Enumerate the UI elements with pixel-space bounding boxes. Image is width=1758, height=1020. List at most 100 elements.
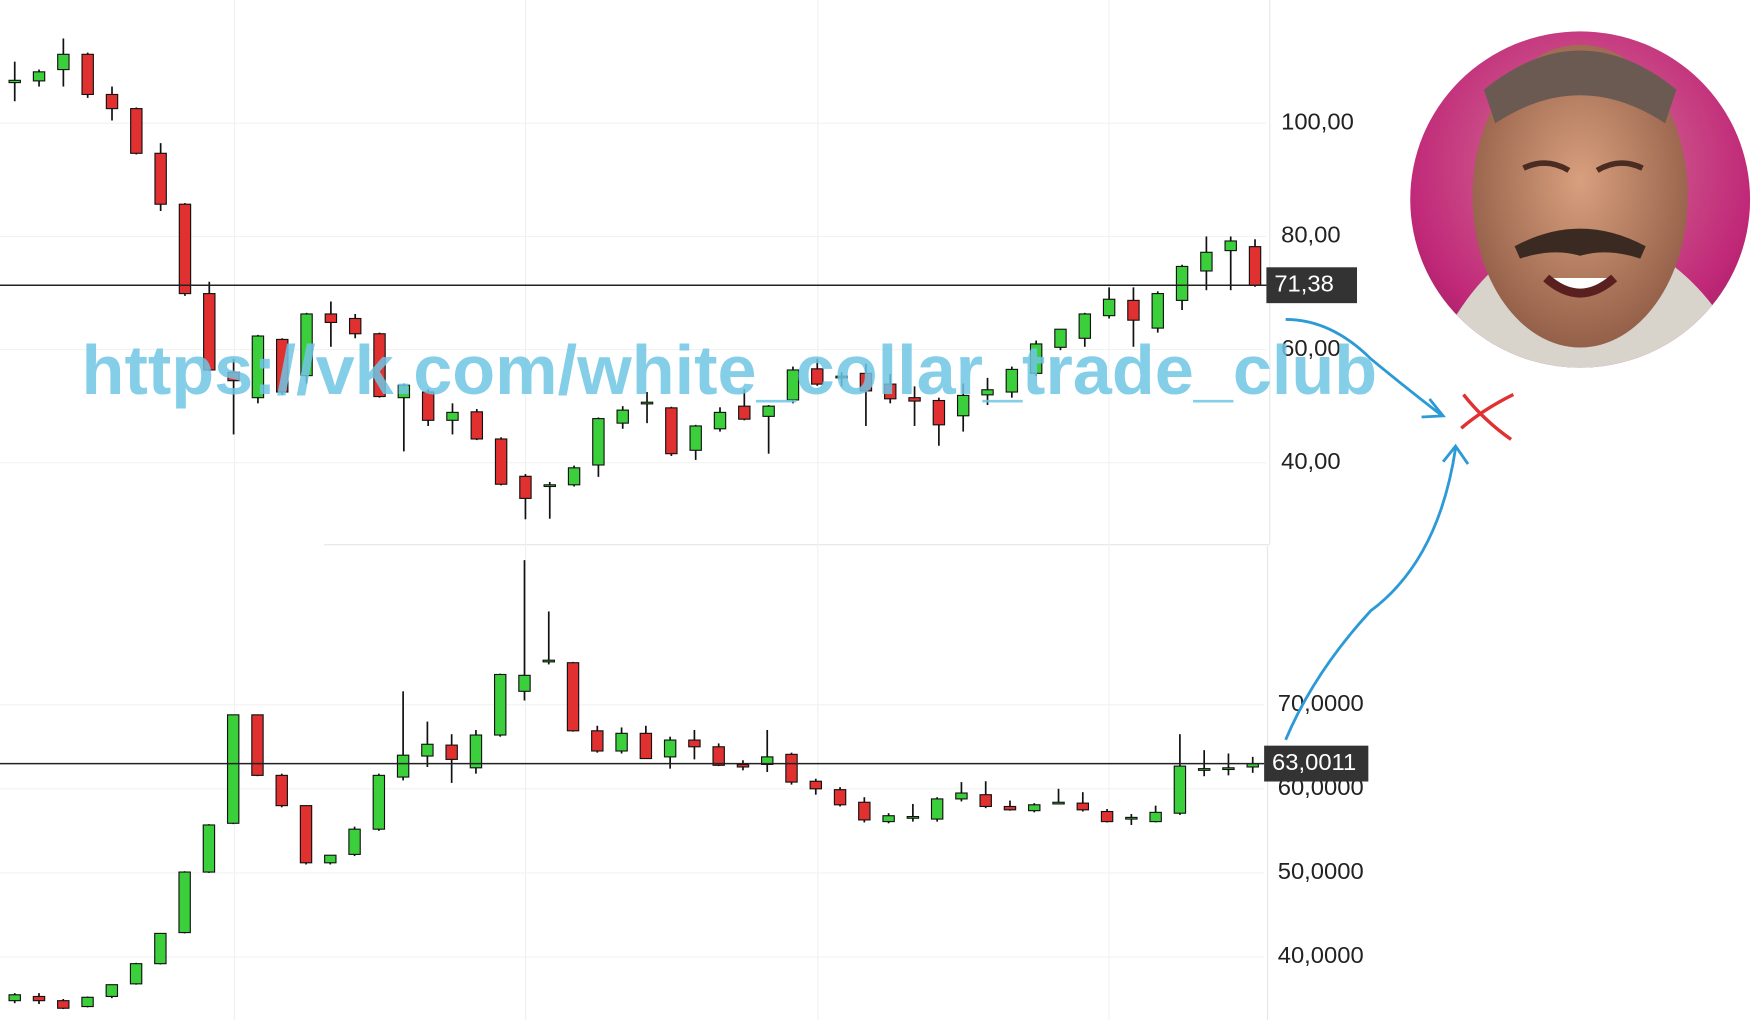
candle-body [421, 391, 435, 421]
candle-body [591, 730, 604, 752]
candle-body [1029, 343, 1043, 374]
candle-body [640, 401, 654, 405]
candle-body [932, 399, 946, 426]
candle-body [689, 425, 702, 451]
candle-body [324, 313, 338, 324]
candle-body [712, 746, 725, 766]
candle-body [154, 152, 167, 205]
candle-body [8, 79, 21, 84]
candle-body [421, 743, 434, 757]
candle-body [592, 418, 605, 466]
candle-body [373, 333, 386, 398]
candle-body [882, 815, 895, 823]
candle-body [956, 394, 970, 417]
arrowhead [1441, 443, 1470, 465]
watermark: https://vk.com/white_collar_trade_club [82, 331, 1378, 409]
candle-body [930, 798, 944, 820]
candle-body [809, 780, 823, 790]
candle-body [1127, 299, 1140, 321]
candle-body [1222, 767, 1235, 771]
candle-body [761, 756, 774, 765]
last-price-box [1264, 745, 1369, 782]
candle-body [178, 203, 192, 295]
candle-body [616, 409, 629, 424]
candle-body [639, 732, 653, 760]
photo-eyes [1522, 160, 1644, 173]
candle-body [470, 411, 484, 440]
candle-body [1005, 368, 1019, 393]
candle-body [129, 963, 143, 985]
candle-body [1175, 265, 1189, 301]
candle-body [1197, 768, 1211, 771]
candle-body [226, 714, 240, 824]
candle-body [299, 805, 313, 864]
candle-body [519, 475, 532, 499]
candle-body [8, 994, 21, 1002]
candle-body [543, 484, 556, 488]
candle-body [130, 108, 143, 154]
candle-body [713, 411, 727, 430]
candle-body [396, 754, 410, 778]
candle-body [785, 753, 798, 783]
y-tick-label: 60,00 [1281, 336, 1341, 362]
candle-body [542, 659, 555, 663]
candle-body [203, 293, 216, 371]
candle-body [202, 824, 216, 873]
candle-body [276, 338, 289, 393]
candle-body [811, 368, 824, 385]
last-price-label: 63,0011 [1272, 750, 1356, 776]
candle-body [275, 774, 288, 807]
candle-body [32, 71, 46, 82]
candle-body [1100, 810, 1114, 823]
photo-mustache [1514, 228, 1646, 259]
candle-body [1173, 765, 1187, 814]
candle-body [32, 995, 46, 1002]
candle-body [979, 794, 992, 808]
candle-body [884, 383, 897, 400]
candle-body [833, 789, 847, 806]
candles: 40,00 60,00 80,00 100,00 71,38 40,0000 50,0000… [0, 38, 1369, 1010]
candle-body [1151, 293, 1164, 329]
candle-body [906, 816, 920, 819]
candle-body [348, 828, 361, 855]
candle-body [324, 854, 337, 864]
candle-body [665, 407, 678, 455]
candle-body [663, 739, 677, 758]
candle-body [397, 384, 411, 399]
candle-body [1052, 801, 1065, 805]
candle-body [445, 744, 458, 760]
candle-body [81, 996, 94, 1008]
y-tick-label: 80,00 [1281, 223, 1341, 249]
y-tick-label: 100,00 [1281, 110, 1354, 136]
y-tick-label: 50,0000 [1278, 859, 1364, 885]
candle-body [1003, 805, 1017, 811]
cross-mark [1460, 393, 1515, 441]
candle-body [81, 53, 94, 96]
candle-body [105, 984, 119, 998]
y-tick-label: 70,0000 [1278, 691, 1364, 717]
candle-body [835, 375, 848, 379]
candle-body [154, 932, 167, 965]
candle-body [1224, 240, 1237, 252]
candle-body [688, 739, 701, 748]
candle-body [615, 732, 628, 752]
candle-body [227, 371, 240, 382]
candle-body [1054, 328, 1067, 348]
candle-body [566, 662, 580, 732]
candle-body [446, 411, 459, 421]
y-tick-label: 40,00 [1281, 449, 1341, 475]
candle-body [1028, 804, 1041, 812]
candle-body [567, 467, 581, 486]
candle-body [908, 397, 921, 402]
candle-body [1102, 298, 1116, 317]
candle-body [372, 774, 386, 830]
photo-mouth [1543, 274, 1618, 298]
chart-panes [233, 0, 1271, 1020]
candle-body [1149, 811, 1162, 823]
candle-body [251, 335, 265, 399]
arrow [1284, 448, 1457, 741]
y-tick-label: 40,0000 [1278, 943, 1364, 969]
photo-hair [1483, 50, 1677, 124]
